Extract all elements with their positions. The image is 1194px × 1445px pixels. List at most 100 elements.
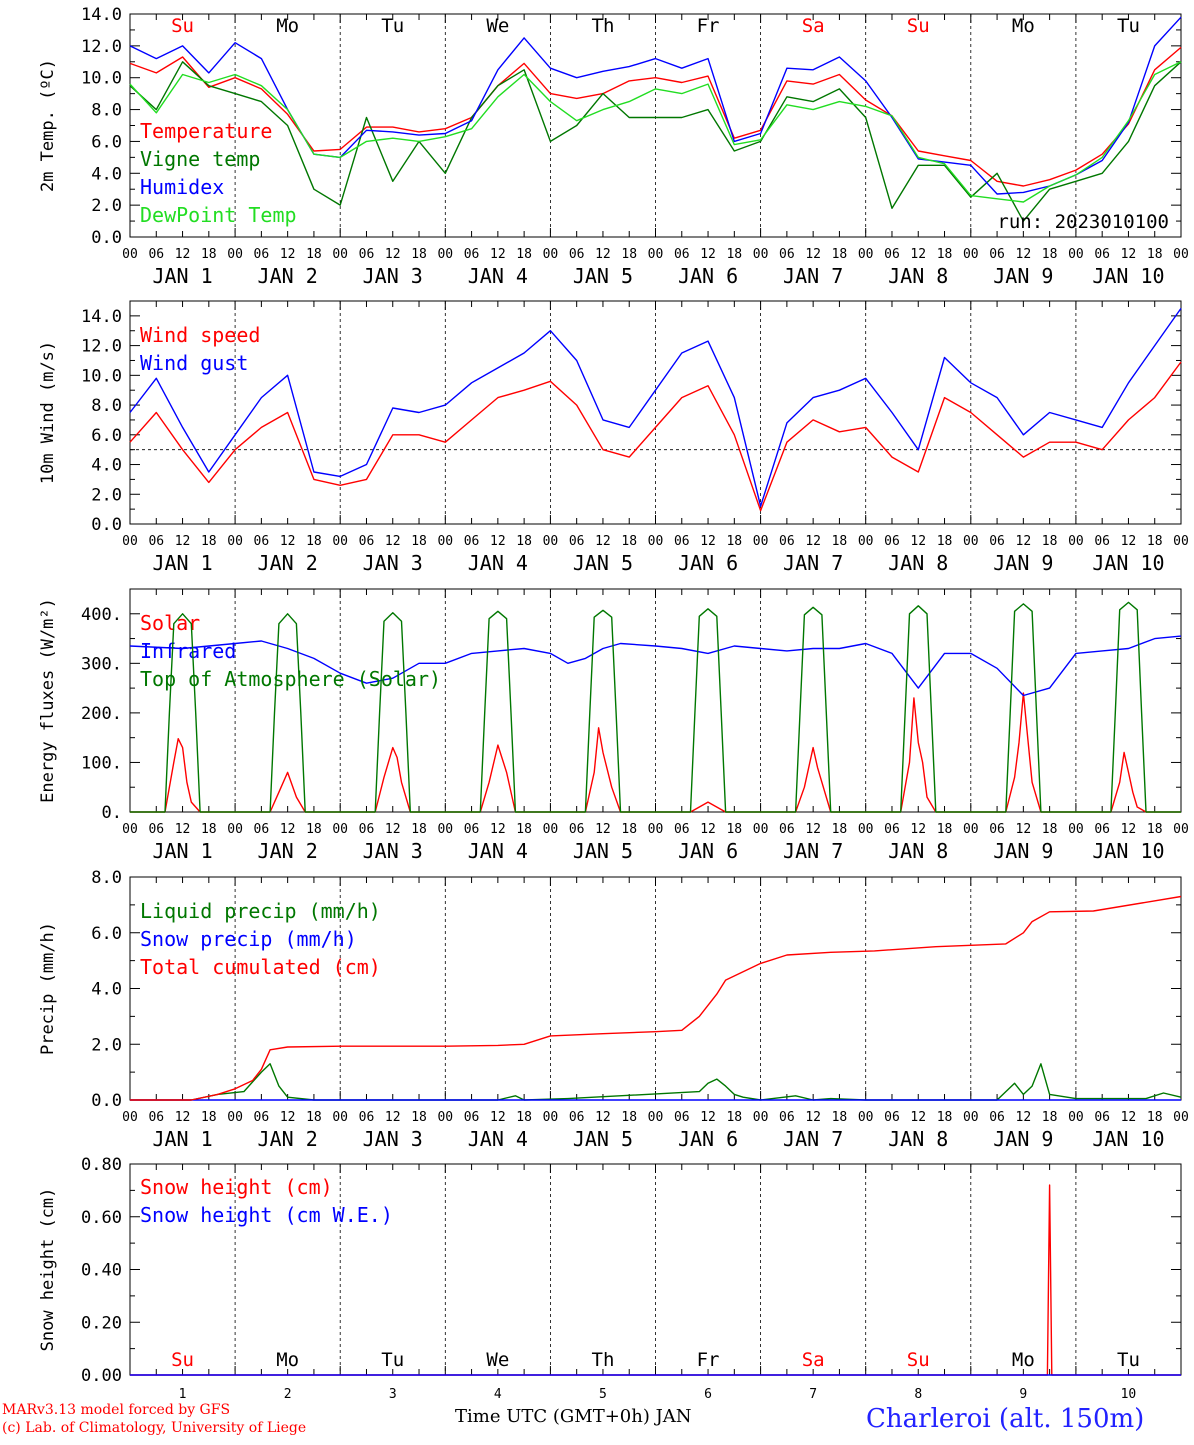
copyright-credit: (c) Lab. of Climatology, University of L…: [2, 1420, 307, 1436]
hour-tick-label: 18: [621, 247, 637, 262]
weekday-label-top: Mo: [276, 15, 299, 37]
legend-entry: Wind speed: [140, 323, 260, 347]
hour-tick-label: 18: [516, 1110, 532, 1125]
weekday-label-bottom: Mo: [1012, 1349, 1035, 1371]
hour-tick-label: 00: [437, 247, 453, 262]
day-number-label: 7: [809, 1387, 817, 1402]
model-credit: MARv3.13 model forced by GFS: [2, 1402, 231, 1418]
hour-tick-label: 12: [910, 534, 926, 549]
y-tick-label: 4.0: [91, 456, 122, 476]
y-tick-label: 100.: [81, 753, 122, 773]
date-label: JAN 7: [783, 551, 843, 575]
hour-tick-label: 00: [1173, 247, 1189, 262]
hour-tick-label: 12: [385, 822, 401, 837]
date-label: JAN 3: [363, 551, 423, 575]
hour-tick-label: 06: [569, 822, 585, 837]
day-number-label: 9: [1019, 1387, 1027, 1402]
series-line-vigne-temp: [129, 61, 1182, 222]
y-tick-label: 14.0: [81, 5, 122, 25]
hour-tick-label: 18: [832, 247, 848, 262]
y-tick-label: 6.0: [91, 426, 122, 446]
hour-tick-label: 00: [1068, 1110, 1084, 1125]
weekday-label-bottom: Fr: [697, 1349, 720, 1371]
hour-tick-label: 18: [726, 534, 742, 549]
y-axis-label: 2m Temp. (ºC): [38, 59, 58, 192]
hour-tick-label: 00: [437, 534, 453, 549]
hour-tick-label: 00: [1068, 247, 1084, 262]
hour-tick-label: 00: [648, 822, 664, 837]
y-tick-label: 8.0: [91, 101, 122, 121]
weekday-label-bottom: Sa: [802, 1349, 825, 1371]
day-number-label: 5: [599, 1387, 607, 1402]
date-label: JAN 6: [678, 551, 738, 575]
weekday-label-top: Fr: [697, 15, 720, 37]
day-number-label: 1: [179, 1387, 187, 1402]
date-label: JAN 5: [573, 839, 633, 863]
hour-tick-label: 18: [1147, 534, 1163, 549]
hour-tick-label: 12: [490, 247, 506, 262]
hour-tick-label: 12: [1121, 1110, 1137, 1125]
hour-tick-label: 06: [1094, 822, 1110, 837]
day-number-label: 2: [284, 1387, 292, 1402]
hour-tick-label: 00: [543, 1110, 559, 1125]
y-tick-label: 2.0: [91, 196, 122, 216]
hour-tick-label: 12: [490, 534, 506, 549]
series-line-dewpoint-temp: [129, 61, 1182, 203]
date-label: JAN 4: [468, 839, 528, 863]
y-tick-label: 0.0: [91, 515, 122, 535]
date-label: JAN 10: [1092, 839, 1164, 863]
station-label: Charleroi (alt. 150m): [866, 1404, 1145, 1434]
hour-tick-label: 06: [779, 822, 795, 837]
hour-tick-label: 06: [254, 247, 270, 262]
hour-tick-label: 00: [753, 822, 769, 837]
legend-entry: Liquid precip (mm/h): [140, 899, 381, 923]
hour-tick-label: 00: [1068, 534, 1084, 549]
weekday-label-bottom: Tu: [1117, 1349, 1140, 1371]
date-label: JAN 2: [258, 839, 318, 863]
date-label: JAN 4: [468, 551, 528, 575]
legend-entry: Snow height (cm W.E.): [140, 1203, 393, 1227]
hour-tick-label: 00: [227, 247, 243, 262]
weekday-label-bottom: Su: [907, 1349, 930, 1371]
hour-tick-label: 18: [201, 534, 217, 549]
date-label: JAN 2: [258, 551, 318, 575]
hour-tick-label: 18: [516, 534, 532, 549]
y-axis-label: Precip (mm/h): [38, 922, 58, 1055]
hour-tick-label: 06: [464, 247, 480, 262]
hour-tick-label: 06: [569, 247, 585, 262]
hour-tick-label: 18: [1147, 822, 1163, 837]
hour-tick-label: 06: [359, 822, 375, 837]
hour-tick-label: 12: [280, 822, 296, 837]
hour-tick-label: 00: [437, 822, 453, 837]
y-tick-label: 6.0: [91, 924, 122, 944]
hour-tick-label: 00: [1068, 822, 1084, 837]
weekday-label-bottom: Tu: [381, 1349, 404, 1371]
date-label: JAN 7: [783, 839, 843, 863]
legend-entry: Vigne temp: [140, 147, 260, 171]
hour-tick-label: 06: [674, 247, 690, 262]
hour-tick-label: 06: [674, 1110, 690, 1125]
date-label: JAN 1: [152, 264, 212, 288]
day-number-label: 8: [914, 1387, 922, 1402]
y-tick-label: 0.40: [81, 1261, 122, 1281]
legend-entry: Snow precip (mm/h): [140, 927, 357, 951]
hour-tick-label: 00: [543, 822, 559, 837]
y-tick-label: 200.: [81, 704, 122, 724]
hour-tick-label: 18: [411, 247, 427, 262]
hour-tick-label: 06: [359, 247, 375, 262]
weekday-label-top: Tu: [1117, 15, 1140, 37]
time-axis-title: Time UTC (GMT+0h) JAN: [455, 1406, 692, 1427]
hour-tick-label: 06: [884, 822, 900, 837]
hour-tick-label: 06: [989, 534, 1005, 549]
hour-tick-label: 18: [411, 822, 427, 837]
hour-tick-label: 12: [805, 534, 821, 549]
legend-entry: Top of Atmosphere (Solar): [140, 667, 441, 691]
hour-tick-label: 06: [464, 1110, 480, 1125]
hour-tick-label: 00: [753, 534, 769, 549]
hour-tick-label: 00: [332, 247, 348, 262]
hour-tick-label: 06: [464, 822, 480, 837]
hour-tick-label: 00: [122, 534, 138, 549]
hour-tick-label: 06: [569, 1110, 585, 1125]
hour-tick-label: 18: [201, 1110, 217, 1125]
hour-tick-label: 06: [148, 534, 164, 549]
